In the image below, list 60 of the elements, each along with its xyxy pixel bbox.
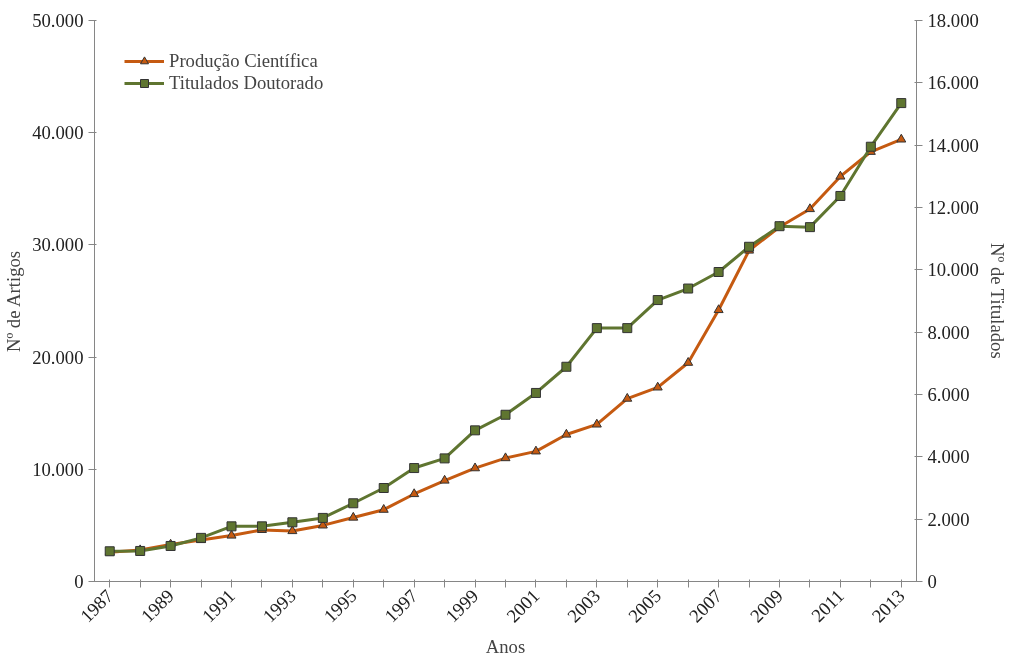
y2-tick-label: 14.000 [927, 134, 979, 156]
y2-axis-title: Nº de Titulados [986, 243, 1008, 359]
point [561, 361, 572, 372]
point [683, 283, 694, 294]
point [683, 357, 694, 366]
y-tick-label: 20.000 [32, 346, 84, 368]
y-tick-label: 10.000 [32, 458, 84, 480]
point [835, 190, 846, 201]
legend-label: Titulados Doutorado [169, 72, 324, 94]
point [409, 488, 420, 498]
point [591, 323, 602, 334]
y-axis-title: Nº de Artigos [3, 250, 25, 353]
point [378, 483, 389, 493]
point [652, 381, 663, 391]
point [804, 203, 815, 213]
point [622, 392, 633, 402]
point [287, 525, 298, 535]
point [804, 222, 815, 233]
point [530, 387, 541, 398]
point [226, 529, 237, 539]
y2-tick-label: 18.000 [927, 10, 979, 31]
y2-tick-label: 4.000 [927, 446, 970, 468]
y-tick-label: 50.000 [32, 10, 84, 31]
x-tick-label: 1991 [197, 585, 239, 627]
y2-tick-label: 8.000 [927, 321, 970, 343]
point [865, 141, 876, 152]
point [591, 418, 602, 428]
point [896, 98, 907, 109]
point [713, 267, 724, 278]
point [470, 462, 481, 472]
point [500, 452, 511, 462]
x-axis-title: Anos [485, 636, 526, 658]
legend-label: Produção Científica [169, 50, 318, 72]
point [439, 474, 450, 484]
point [896, 133, 907, 143]
y2-tick-label: 12.000 [927, 197, 979, 218]
point [652, 295, 663, 306]
y-tick-label: 40.000 [32, 122, 84, 144]
point [317, 512, 328, 523]
y-tick-label: 30.000 [32, 234, 84, 256]
point [835, 170, 846, 180]
y2-tick-label: 10.000 [927, 259, 979, 281]
point [500, 409, 511, 420]
point [348, 511, 359, 521]
point [409, 463, 420, 474]
point [470, 425, 481, 436]
y2-tick-label: 6.000 [927, 384, 970, 405]
point [378, 504, 389, 513]
point [530, 445, 541, 455]
point [561, 428, 572, 438]
point [439, 453, 450, 464]
y2-tick-label: 16.000 [927, 72, 979, 94]
point [348, 498, 359, 509]
point [713, 304, 724, 314]
y2-tick-label: 0 [927, 571, 937, 592]
point [226, 521, 237, 532]
y2-tick-label: 2.000 [927, 508, 970, 530]
point [287, 517, 298, 528]
point [622, 323, 633, 334]
y-tick-label: 0 [74, 571, 84, 592]
